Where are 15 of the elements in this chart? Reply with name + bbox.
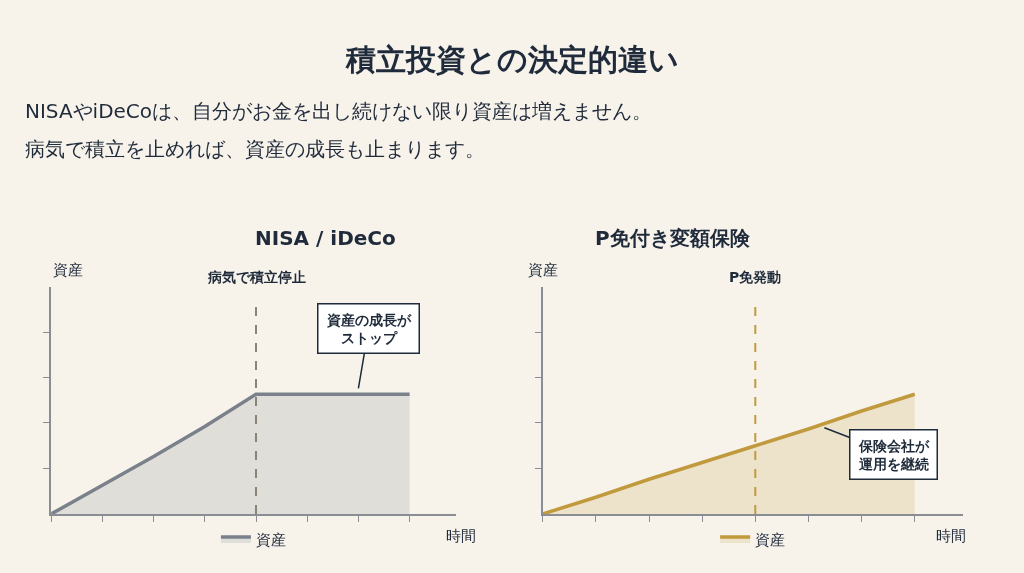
y-axis-title: 資産: [53, 261, 83, 279]
annotation: 保険会社が運用を継続: [857, 437, 930, 472]
x-axis-title: 時間: [446, 527, 476, 545]
legend-label: 資産: [755, 530, 786, 549]
x-axis-title: 時間: [936, 527, 966, 545]
chart-title: NISA / iDeCo: [255, 226, 396, 250]
y-axis-title: 資産: [528, 261, 558, 279]
text: 積立投資との決定的違い: [345, 42, 679, 77]
text: 病気で積立を止めれば、資産の成長も止まります。: [25, 137, 485, 161]
text: NISAやiDeCoは、自分がお金を出し続けない限り資産は増えません。: [25, 99, 653, 123]
legend-label: 資産: [255, 530, 286, 549]
chart-title: P免付き変額保険: [595, 226, 751, 250]
text: 資産の成長がストップ: [325, 311, 412, 346]
text: 病気で積立停止: [207, 269, 306, 285]
text: P免発動: [729, 269, 782, 285]
